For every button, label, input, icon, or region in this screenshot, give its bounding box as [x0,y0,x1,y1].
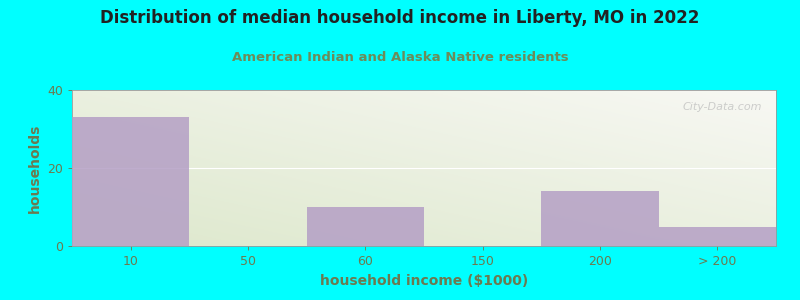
Text: Distribution of median household income in Liberty, MO in 2022: Distribution of median household income … [100,9,700,27]
Bar [658,226,776,246]
Text: City-Data.com: City-Data.com [682,103,762,112]
Text: American Indian and Alaska Native residents: American Indian and Alaska Native reside… [232,51,568,64]
Bar [542,191,658,246]
Bar [72,117,190,246]
Bar [306,207,424,246]
X-axis label: household income ($1000): household income ($1000) [320,274,528,288]
Y-axis label: households: households [27,123,42,213]
